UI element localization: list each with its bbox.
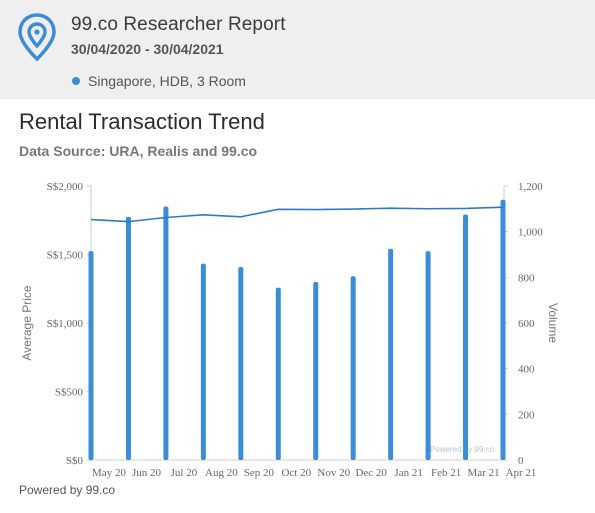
- right-axis-title: Volume: [546, 303, 560, 343]
- left-tick-label: S$1,500: [47, 250, 84, 262]
- left-tick-label: S$1,000: [47, 318, 84, 330]
- volume-bar: [125, 216, 131, 460]
- left-tick-label: S$500: [55, 387, 84, 399]
- x-tick-label: Jan 21: [394, 467, 422, 479]
- volume-bar: [500, 199, 506, 460]
- volume-bar: [238, 267, 244, 460]
- location-pin-icon: [18, 13, 56, 61]
- rental-trend-chart: S$0 S$500 S$1,000 S$1,500 S$2,000 0 200 400 600 8…: [20, 181, 560, 479]
- x-tick-label: Jul 20: [171, 467, 198, 479]
- x-tick-label: Feb 21: [431, 467, 461, 479]
- left-axis-title: Average Price: [20, 285, 34, 360]
- x-tick-label: Apr 21: [506, 467, 537, 479]
- right-tick-label: 400: [518, 364, 535, 376]
- report-title: 99.co Researcher Report: [71, 14, 286, 35]
- right-tick-label: 800: [518, 272, 535, 284]
- right-tick-label: 600: [518, 318, 535, 330]
- x-tick-label: Dec 20: [355, 467, 387, 479]
- x-tick-label: Nov 20: [317, 467, 350, 479]
- volume-bar: [313, 281, 319, 460]
- volume-bar: [350, 276, 356, 460]
- right-tick-label: 1,000: [518, 227, 543, 239]
- chart-title: Rental Transaction Trend: [19, 109, 265, 134]
- x-tick-label: Aug 20: [205, 467, 238, 479]
- x-tick-label: Jun 20: [132, 467, 162, 479]
- footer-credit: Powered by 99.co: [19, 483, 116, 497]
- chart-subtitle: Data Source: URA, Realis and 99.co: [19, 143, 258, 159]
- x-tick-label: Mar 21: [468, 467, 500, 479]
- x-tick-label: May 20: [92, 467, 126, 479]
- volume-bar: [200, 263, 206, 460]
- report-header: 99.co Researcher Report 30/04/2020 - 30/…: [0, 0, 595, 99]
- left-tick-label: S$2,000: [47, 181, 84, 193]
- right-tick-label: 0: [518, 455, 524, 467]
- chart-watermark: Powered by 99.co: [430, 445, 495, 454]
- report-date-range: 30/04/2020 - 30/04/2021: [71, 41, 224, 57]
- volume-bar: [463, 214, 469, 460]
- average-price-line: [90, 206, 504, 223]
- volume-bar: [275, 287, 281, 460]
- legend-label[interactable]: Singapore, HDB, 3 Room: [88, 73, 246, 89]
- legend-dot-icon: [72, 77, 80, 85]
- volume-bar: [388, 248, 394, 460]
- volume-bar: [88, 251, 94, 460]
- volume-bar: [425, 251, 431, 460]
- x-tick-label: Sep 20: [244, 467, 275, 479]
- volume-bar: [163, 206, 169, 460]
- right-tick-label: 1,200: [518, 181, 543, 193]
- left-tick-label: S$0: [66, 455, 84, 467]
- x-tick-label: Oct 20: [281, 467, 311, 479]
- right-tick-label: 200: [518, 409, 535, 421]
